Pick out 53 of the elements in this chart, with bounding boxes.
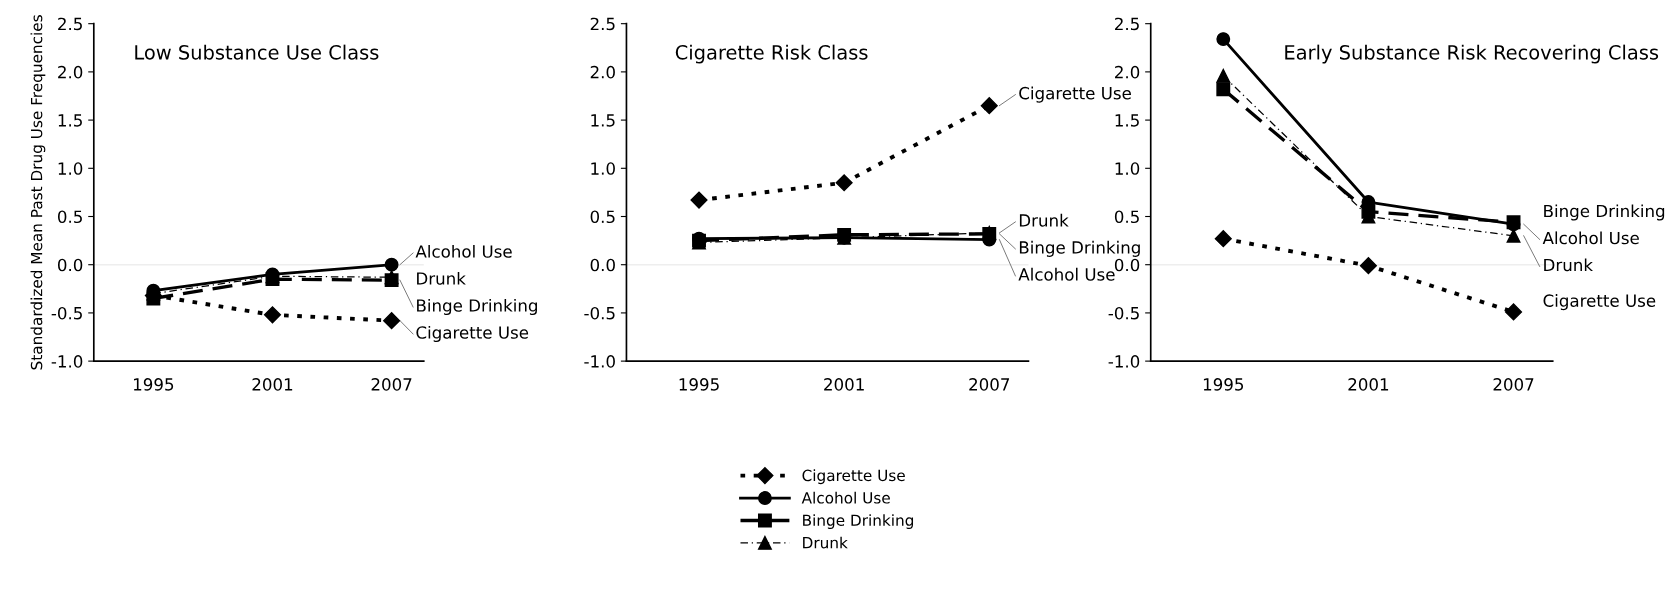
x-tick-label: 2007 xyxy=(969,378,1010,391)
text: Low Substance Use Class xyxy=(135,44,379,60)
y-tick-label: -1.0 xyxy=(1108,355,1140,368)
x-tick-label: 1995 xyxy=(1203,378,1244,391)
y-tick-label: 1.5 xyxy=(1115,114,1139,127)
y-tick-label: -0.5 xyxy=(584,306,615,320)
x-tick-label: 2001 xyxy=(252,378,293,391)
y-tick-label: -1.0 xyxy=(51,355,83,368)
text: Alcohol Use xyxy=(1018,267,1115,281)
text: Drunk xyxy=(1019,213,1069,227)
y-tick-label: 2.5 xyxy=(1115,17,1139,31)
y-tick-label: 1.0 xyxy=(58,162,83,175)
series-label: Drunk xyxy=(1544,258,1593,272)
y-tick-label: 0.0 xyxy=(1114,258,1140,272)
x-tick-label: 2001 xyxy=(824,378,864,391)
y-tick-label: 0.0 xyxy=(57,258,83,272)
y-tick-label: -0.5 xyxy=(1108,306,1139,320)
series-label: Binge Drinking xyxy=(417,298,537,316)
y-tick-label: 0.5 xyxy=(590,210,615,224)
legend-label: Drunk xyxy=(803,536,848,549)
series-label: Drunk xyxy=(417,271,466,285)
x-tick-label: 1995 xyxy=(133,378,174,391)
x-tick-label: 2007 xyxy=(371,378,412,391)
text: Cigarette Use xyxy=(1019,86,1131,103)
y-tick-label: 2.0 xyxy=(590,65,615,79)
series-label: Cigarette Use xyxy=(416,325,529,343)
y-tick-label: 0.0 xyxy=(590,258,615,272)
y-tick-label: -0.5 xyxy=(51,306,82,320)
y-tick-label: 2.5 xyxy=(58,17,82,31)
legend-label: Cigarette Use xyxy=(802,469,905,485)
y-tick-label: 1.5 xyxy=(58,114,82,127)
y-tick-label: -1.0 xyxy=(584,355,615,368)
series-label: Alcohol Use xyxy=(415,244,512,258)
y-tick-label: 2.0 xyxy=(1115,65,1140,79)
x-tick-label: 2001 xyxy=(1348,378,1389,391)
y-tick-label: 2.5 xyxy=(590,17,615,31)
text: Cigarette Risk Class xyxy=(675,44,868,64)
x-tick-label: 2007 xyxy=(1493,378,1534,391)
series-label: Binge Drinking xyxy=(1544,204,1665,221)
y-tick-label: 0.5 xyxy=(1114,210,1139,224)
y-tick-label: 1.5 xyxy=(591,114,615,127)
y-tick-label: 0.5 xyxy=(57,210,82,224)
series-label: Cigarette Use xyxy=(1543,294,1656,311)
y-tick-label: 1.0 xyxy=(1115,162,1140,175)
y-axis-title: Standardized Mean Past Drug Use Frequencies xyxy=(30,15,46,370)
x-tick-label: 1995 xyxy=(679,378,719,391)
y-tick-label: 2.0 xyxy=(58,65,83,79)
series-label: Alcohol Use xyxy=(1542,231,1639,245)
y-tick-label: 1.0 xyxy=(591,162,615,175)
legend-label: Binge Drinking xyxy=(803,514,914,529)
text: Early Substance Risk Recovering Class xyxy=(1285,44,1659,64)
legend-label: Alcohol Use xyxy=(801,491,890,504)
text: Binge Drinking xyxy=(1019,240,1140,257)
